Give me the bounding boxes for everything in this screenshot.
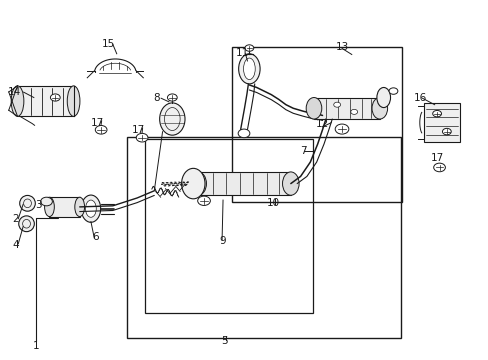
Text: 4: 4 [12, 239, 19, 249]
Text: 13: 13 [335, 42, 348, 52]
Circle shape [350, 109, 357, 114]
Text: 12: 12 [315, 120, 328, 129]
Text: 10: 10 [266, 198, 280, 208]
Text: 17: 17 [131, 125, 144, 135]
Bar [232, 47, 401, 202]
Text: 11: 11 [235, 48, 248, 58]
Ellipse shape [67, 86, 80, 116]
Ellipse shape [181, 168, 204, 199]
Ellipse shape [11, 86, 24, 116]
Text: 1: 1 [32, 341, 39, 351]
Ellipse shape [305, 98, 321, 119]
Ellipse shape [371, 98, 387, 119]
Text: 17: 17 [429, 153, 443, 163]
Bar [423, 103, 459, 142]
Bar [313, 98, 379, 119]
Text: 3: 3 [35, 200, 42, 210]
Text: 16: 16 [412, 93, 426, 103]
Text: 15: 15 [101, 39, 114, 49]
Circle shape [333, 102, 340, 107]
Circle shape [197, 196, 210, 206]
Circle shape [136, 134, 148, 142]
Circle shape [167, 94, 177, 101]
Text: 7: 7 [299, 146, 305, 156]
Circle shape [95, 126, 107, 134]
Text: 8: 8 [153, 93, 160, 103]
Bar [18, 86, 73, 116]
Circle shape [244, 45, 253, 51]
Bar [49, 197, 80, 217]
Ellipse shape [238, 54, 260, 84]
Circle shape [433, 163, 445, 172]
Ellipse shape [19, 216, 34, 231]
Circle shape [388, 88, 397, 94]
Ellipse shape [44, 197, 54, 217]
Ellipse shape [376, 87, 390, 108]
Ellipse shape [159, 103, 184, 135]
Circle shape [50, 94, 60, 101]
Bar [198, 172, 290, 195]
Bar [127, 137, 400, 338]
Ellipse shape [85, 200, 96, 217]
Bar [144, 139, 312, 313]
Ellipse shape [189, 172, 206, 195]
Text: 9: 9 [219, 236, 225, 246]
Text: 5: 5 [221, 336, 228, 346]
Circle shape [41, 197, 52, 206]
Circle shape [442, 129, 450, 135]
Ellipse shape [243, 58, 255, 80]
Text: 17: 17 [90, 118, 103, 128]
Text: 6: 6 [92, 232, 99, 242]
Circle shape [238, 129, 249, 138]
Ellipse shape [81, 195, 101, 222]
Circle shape [334, 124, 348, 134]
Ellipse shape [20, 195, 35, 211]
Text: 14: 14 [8, 87, 21, 97]
Circle shape [432, 111, 441, 117]
Text: 2: 2 [12, 215, 19, 224]
Ellipse shape [282, 172, 299, 195]
Ellipse shape [75, 197, 84, 217]
